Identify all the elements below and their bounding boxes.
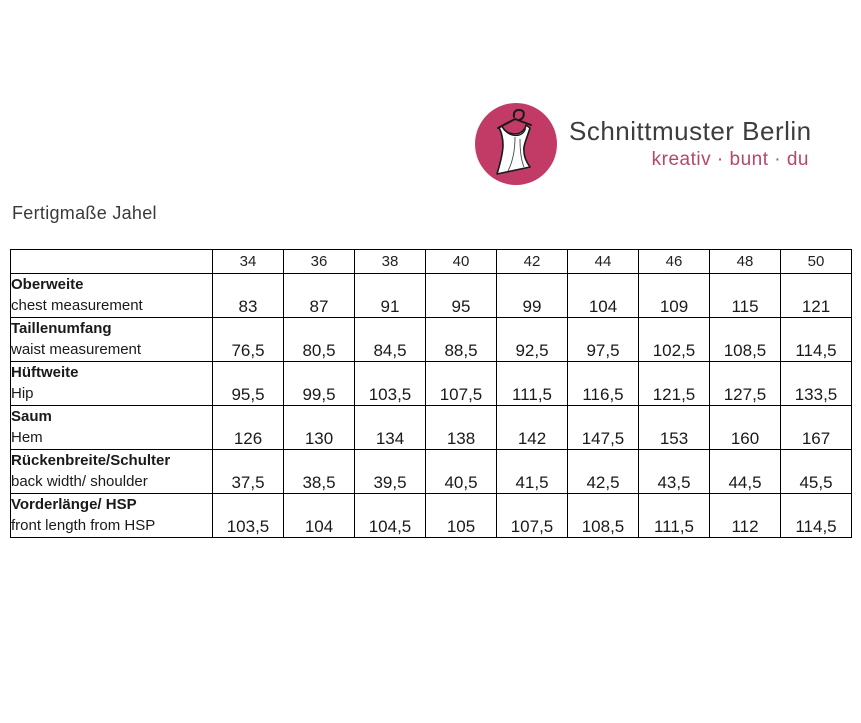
size-header-row: 34 36 38 40 42 44 46 48 50	[10, 249, 852, 274]
measurement-value-cell: 112	[709, 493, 781, 538]
measurement-label-cell: Taillenumfang waist measurement	[10, 317, 213, 362]
measurement-value-cell: 44,5	[709, 449, 781, 494]
measurement-value-cell: 76,5	[212, 317, 284, 362]
measurement-label-en: chest measurement	[11, 296, 143, 314]
measurement-value-cell: 153	[638, 405, 710, 450]
size-header-cell: 44	[567, 249, 639, 274]
measurement-value-cell: 95	[425, 273, 497, 318]
measurement-row: Hüftweite Hip 95,5 99,5 103,5 107,5 111,5 116,5…	[10, 361, 852, 406]
measurement-value-cell: 38,5	[283, 449, 355, 494]
measurement-value-cell: 121	[780, 273, 852, 318]
measurement-value-cell: 127,5	[709, 361, 781, 406]
size-header-cell: 50	[780, 249, 852, 274]
corner-cell	[10, 249, 213, 274]
measurement-value-cell: 147,5	[567, 405, 639, 450]
measurement-value-cell: 92,5	[496, 317, 568, 362]
page-title: Fertigmaße Jahel	[12, 203, 157, 223]
measurement-value-cell: 104	[567, 273, 639, 318]
measurement-row: Vorderlänge/ HSP front length from HSP 103…	[10, 493, 852, 538]
measurement-value-cell: 91	[354, 273, 426, 318]
measurement-label-cell: Oberweite chest measurement	[10, 273, 213, 318]
measurement-value-cell: 99,5	[283, 361, 355, 406]
measurement-value-cell: 84,5	[354, 317, 426, 362]
measurement-value-cell: 45,5	[780, 449, 852, 494]
measurement-value-cell: 80,5	[283, 317, 355, 362]
measurement-value-cell: 130	[283, 405, 355, 450]
measurement-label-de: Vorderlänge/ HSP	[11, 496, 137, 514]
measurement-value-cell: 108,5	[567, 493, 639, 538]
measurement-value-cell: 104,5	[354, 493, 426, 538]
measurement-value-cell: 111,5	[496, 361, 568, 406]
brand-logo: Schnittmuster Berlin kreativ · bunt · du	[475, 103, 812, 185]
measurement-row: Oberweite chest measurement 83 87 91 95 99 104 1…	[10, 273, 852, 318]
size-header-cell: 36	[283, 249, 355, 274]
measurement-label-cell: Saum Hem	[10, 405, 213, 450]
measurement-value-cell: 138	[425, 405, 497, 450]
measurement-value-cell: 114,5	[780, 317, 852, 362]
measurement-value-cell: 87	[283, 273, 355, 318]
measurement-label-cell: Hüftweite Hip	[10, 361, 213, 406]
size-header-cell: 40	[425, 249, 497, 274]
size-header-cell: 42	[496, 249, 568, 274]
measurement-row: Saum Hem 126 130 134 138 142 147,5 153 160 167	[10, 405, 852, 450]
measurement-value-cell: 121,5	[638, 361, 710, 406]
table-head: 34 36 38 40 42 44 46 48 50	[10, 249, 852, 274]
measurement-value-cell: 103,5	[354, 361, 426, 406]
measurement-row: Rückenbreite/Schulter back width/ shoulde…	[10, 449, 852, 494]
measurement-value-cell: 142	[496, 405, 568, 450]
brand-text-block: Schnittmuster Berlin kreativ · bunt · du	[569, 116, 812, 171]
measurement-label-en: Hip	[11, 384, 34, 402]
size-header-cell: 34	[212, 249, 284, 274]
measurement-value-cell: 103,5	[212, 493, 284, 538]
measurement-value-cell: 167	[780, 405, 852, 450]
measurement-value-cell: 39,5	[354, 449, 426, 494]
measurement-value-cell: 83	[212, 273, 284, 318]
measurement-label-en: waist measurement	[11, 340, 142, 358]
measurement-label-de: Rückenbreite/Schulter	[11, 452, 171, 470]
measurement-value-cell: 114,5	[780, 493, 852, 538]
measurement-value-cell: 43,5	[638, 449, 710, 494]
measurement-value-cell: 116,5	[567, 361, 639, 406]
measurement-value-cell: 126	[212, 405, 284, 450]
measurement-value-cell: 105	[425, 493, 497, 538]
measurement-label-de: Taillenumfang	[11, 320, 112, 338]
size-header-cell: 48	[709, 249, 781, 274]
measurement-label-de: Hüftweite	[11, 364, 79, 382]
measurement-value-cell: 160	[709, 405, 781, 450]
measurement-value-cell: 40,5	[425, 449, 497, 494]
measurement-value-cell: 111,5	[638, 493, 710, 538]
measurement-value-cell: 134	[354, 405, 426, 450]
measurement-value-cell: 88,5	[425, 317, 497, 362]
measurement-label-en: front length from HSP	[11, 516, 156, 534]
measurement-table: 34 36 38 40 42 44 46 48 50 Oberweite chest measur…	[10, 249, 852, 538]
dress-on-hanger-icon	[475, 103, 557, 185]
measurement-value-cell: 37,5	[212, 449, 284, 494]
measurement-label-cell: Vorderlänge/ HSP front length from HSP	[10, 493, 213, 538]
measurement-label-de: Oberweite	[11, 276, 84, 294]
measurement-value-cell: 95,5	[212, 361, 284, 406]
measurement-value-cell: 109	[638, 273, 710, 318]
measurement-label-en: Hem	[11, 428, 43, 446]
measurement-value-cell: 42,5	[567, 449, 639, 494]
measurement-label-en: back width/ shoulder	[11, 472, 148, 490]
measurement-label-de: Saum	[11, 408, 52, 426]
size-header-cell: 46	[638, 249, 710, 274]
measurement-value-cell: 41,5	[496, 449, 568, 494]
measurement-value-cell: 107,5	[425, 361, 497, 406]
measurement-value-cell: 104	[283, 493, 355, 538]
measurement-label-cell: Rückenbreite/Schulter back width/ shoulde…	[10, 449, 213, 494]
measurement-value-cell: 133,5	[780, 361, 852, 406]
measurement-value-cell: 108,5	[709, 317, 781, 362]
measurement-row: Taillenumfang waist measurement 76,5 80,5 84…	[10, 317, 852, 362]
brand-tagline: kreativ · bunt · du	[651, 148, 809, 170]
size-header-cell: 38	[354, 249, 426, 274]
measurement-value-cell: 102,5	[638, 317, 710, 362]
measurement-value-cell: 115	[709, 273, 781, 318]
measurement-value-cell: 97,5	[567, 317, 639, 362]
brand-name: Schnittmuster Berlin	[569, 116, 812, 146]
table-body: Oberweite chest measurement 83 87 91 95 99 104 1…	[10, 273, 852, 538]
measurement-value-cell: 99	[496, 273, 568, 318]
measurement-value-cell: 107,5	[496, 493, 568, 538]
